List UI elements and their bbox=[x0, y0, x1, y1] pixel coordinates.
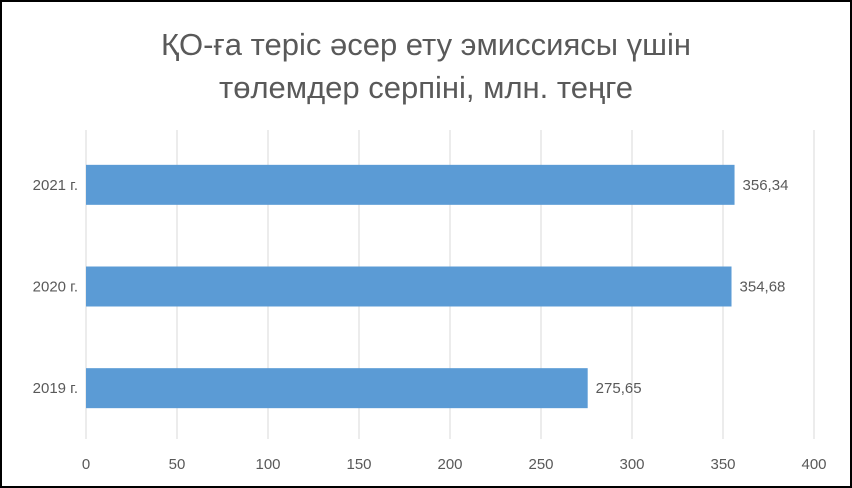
x-tick-label: 300 bbox=[619, 456, 644, 473]
x-tick-label: 350 bbox=[710, 456, 735, 473]
bar bbox=[86, 164, 735, 205]
y-tick-label: 2020 г. bbox=[33, 278, 78, 295]
x-tick-label: 200 bbox=[437, 456, 462, 473]
x-tick-label: 250 bbox=[528, 456, 553, 473]
data-label: 354,68 bbox=[740, 278, 786, 295]
bar bbox=[86, 368, 588, 409]
chart-title: төлемдер серпіні, млн. теңге bbox=[219, 70, 633, 105]
x-tick-label: 50 bbox=[169, 456, 186, 473]
x-tick-label: 150 bbox=[346, 456, 371, 473]
data-label: 275,65 bbox=[596, 380, 642, 397]
y-tick-label: 2019 г. bbox=[33, 380, 78, 397]
data-label: 356,34 bbox=[743, 177, 789, 194]
x-tick-label: 100 bbox=[255, 456, 280, 473]
chart-title: ҚО-ға теріс әсер ету эмиссиясы үшін bbox=[161, 27, 691, 62]
x-tick-label: 0 bbox=[82, 456, 90, 473]
bar bbox=[86, 266, 732, 307]
x-tick-label: 400 bbox=[801, 456, 826, 473]
y-tick-label: 2021 г. bbox=[33, 177, 78, 194]
